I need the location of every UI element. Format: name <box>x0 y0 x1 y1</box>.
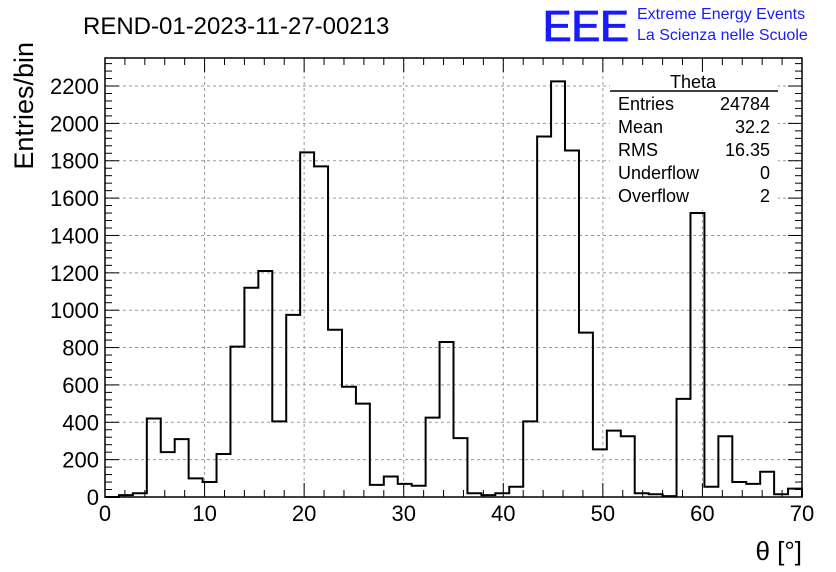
x-tick-label: 60 <box>690 501 714 526</box>
y-tick-label: 1800 <box>50 149 99 174</box>
stats-label-entries: Entries <box>618 94 674 114</box>
y-tick-label: 600 <box>62 373 99 398</box>
stats-box: Theta Entries 24784 Mean 32.2 RMS 16.35 … <box>610 72 778 210</box>
y-tick-label: 0 <box>87 485 99 510</box>
x-axis-label: θ [°] <box>755 536 802 566</box>
x-tick-label: 40 <box>491 501 515 526</box>
x-tick-label: 30 <box>391 501 415 526</box>
tick-labels: 0 10 20 30 40 50 60 700200400600800100012001400… <box>50 74 814 526</box>
stats-label-mean: Mean <box>618 117 663 137</box>
histogram-step-line <box>105 80 803 498</box>
x-tick-label: 10 <box>192 501 216 526</box>
stats-box-background <box>610 72 778 210</box>
x-tick-label: 50 <box>591 501 615 526</box>
y-axis-label: Entries/bin <box>9 42 39 170</box>
y-tick-label: 1000 <box>50 298 99 323</box>
y-tick-label: 1200 <box>50 261 99 286</box>
axis-ticks <box>104 58 803 498</box>
x-tick-label: 70 <box>790 501 814 526</box>
stats-label-overflow: Overflow <box>618 186 690 206</box>
y-tick-label: 2000 <box>50 111 99 136</box>
y-tick-label: 400 <box>62 410 99 435</box>
x-tick-label: 0 <box>99 501 111 526</box>
stats-value-overflow: 2 <box>760 186 770 206</box>
stats-value-entries: 24784 <box>720 94 770 114</box>
stats-value-underflow: 0 <box>760 163 770 183</box>
plot-frame <box>104 57 803 498</box>
x-tick-label: 20 <box>292 501 316 526</box>
stats-value-rms: 16.35 <box>725 140 770 160</box>
stats-box-title: Theta <box>670 72 717 92</box>
y-tick-label: 2200 <box>50 74 99 99</box>
stats-label-rms: RMS <box>618 140 658 160</box>
y-tick-label: 1400 <box>50 223 99 248</box>
stats-label-underflow: Underflow <box>618 163 700 183</box>
y-tick-label: 800 <box>62 336 99 361</box>
eee-logo: EEE <box>542 0 628 52</box>
stats-value-mean: 32.2 <box>735 117 770 137</box>
run-title: REND-01-2023-11-27-00213 <box>83 13 389 40</box>
y-tick-label: 1600 <box>50 186 99 211</box>
y-tick-label: 200 <box>62 448 99 473</box>
org-name-line1: Extreme Energy Events <box>637 6 805 23</box>
org-name-line2: La Scienza nelle Scuole <box>637 27 808 44</box>
